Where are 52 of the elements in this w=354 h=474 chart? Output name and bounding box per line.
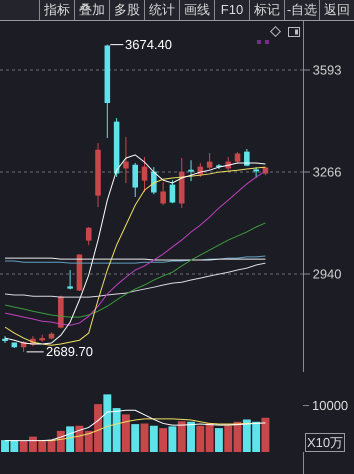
line-series — [4, 222, 266, 318]
candlestick — [114, 118, 120, 178]
candlestick — [188, 160, 194, 182]
bar — [159, 428, 168, 452]
annotation: 3674.40 — [125, 37, 172, 52]
bar — [150, 426, 158, 452]
bar — [66, 426, 74, 452]
text: F10 — [214, 0, 249, 20]
bar — [131, 424, 140, 452]
annotation: 2689.70 — [46, 344, 93, 359]
candlestick — [95, 142, 101, 208]
bar — [122, 414, 130, 452]
bar — [178, 421, 186, 452]
bar — [214, 428, 223, 452]
candlestick — [76, 254, 82, 292]
text: -自选 — [284, 0, 319, 20]
text: X10万 — [307, 435, 344, 450]
bar — [168, 426, 176, 452]
text: 统计 — [144, 0, 179, 20]
candlestick — [178, 158, 184, 208]
candlestick — [160, 182, 166, 206]
candlestick — [12, 342, 18, 349]
candlestick — [39, 334, 45, 342]
candlestick — [206, 152, 212, 170]
text: 标记 — [249, 0, 284, 20]
y-tick-label: 3266 — [312, 164, 342, 180]
candlestick — [142, 156, 148, 193]
candlestick — [132, 162, 138, 198]
bar — [187, 422, 195, 452]
line-series — [4, 262, 266, 298]
candlestick — [123, 136, 129, 184]
text: 10000 — [312, 398, 348, 413]
candlestick — [48, 332, 54, 340]
text: 叠加 — [74, 0, 109, 20]
candlestick — [170, 180, 176, 204]
line-series — [4, 255, 266, 264]
candlestick — [2, 336, 8, 344]
candlestick — [244, 148, 250, 167]
candlestick — [253, 166, 259, 178]
y-tick-label: 2940 — [312, 266, 342, 282]
text: 指标 — [39, 0, 74, 20]
candlestick — [86, 226, 92, 246]
bar — [140, 424, 148, 452]
candlestick — [104, 44, 110, 139]
y-tick-label: 3593 — [312, 62, 342, 78]
text: 多股 — [109, 0, 144, 20]
text: 画线 — [179, 0, 214, 20]
bar — [261, 418, 270, 452]
candlestick — [234, 152, 240, 164]
candlestick — [67, 270, 73, 290]
text: 返回 — [319, 0, 354, 20]
candlestick — [151, 166, 157, 195]
